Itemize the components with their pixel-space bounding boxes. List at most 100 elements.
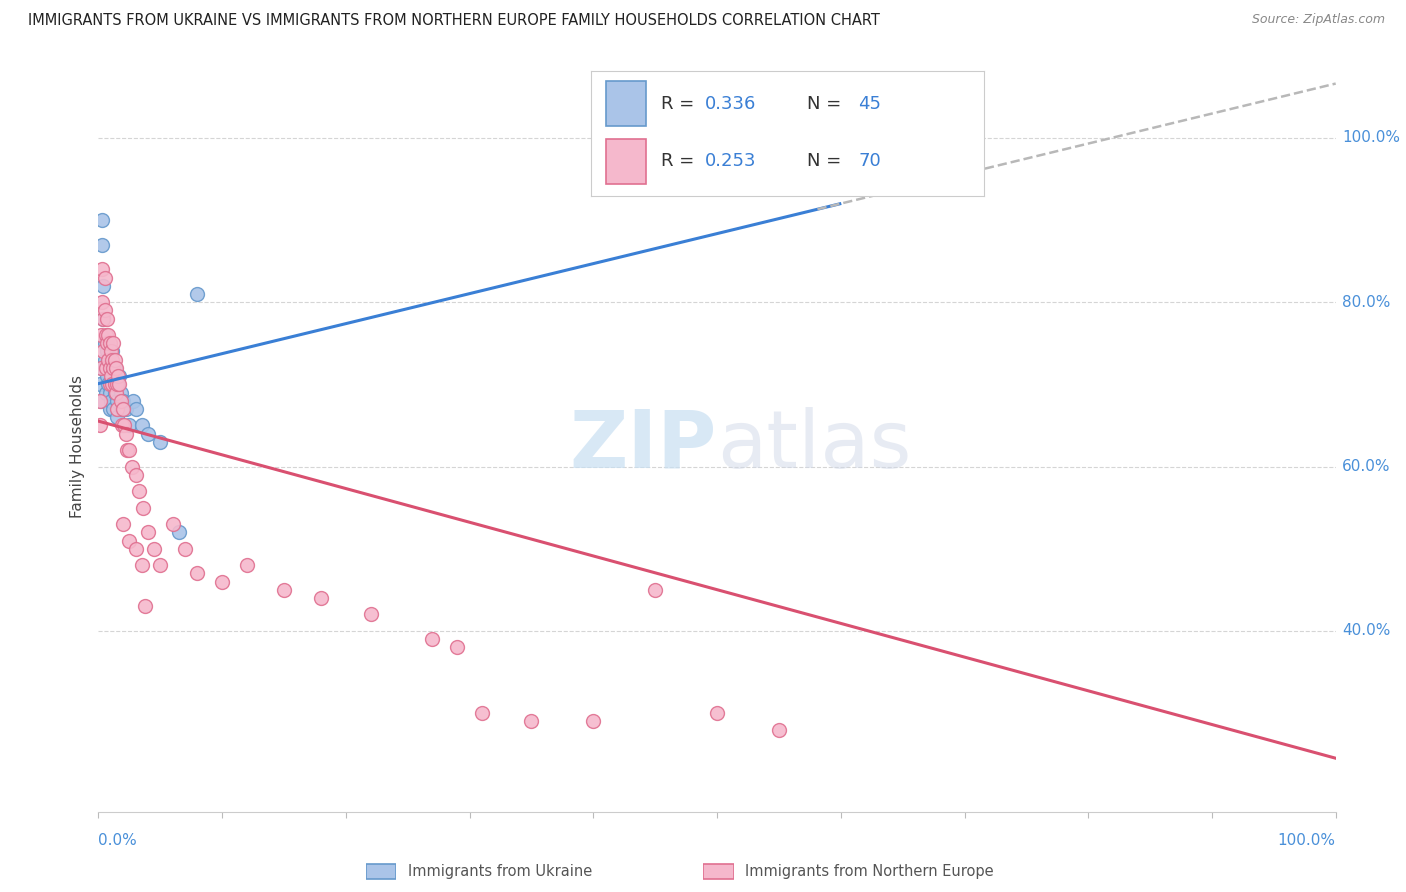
Text: R =: R =: [661, 95, 700, 112]
FancyBboxPatch shape: [703, 863, 734, 880]
Point: [108, 377, 131, 392]
Point: [105, 393, 128, 408]
Text: 0.253: 0.253: [704, 153, 756, 170]
Point: [104, 360, 127, 375]
Point: [136, 426, 159, 441]
Point: [520, 714, 543, 729]
Point: [97, 352, 120, 367]
Point: [112, 517, 135, 532]
Point: [124, 467, 146, 482]
FancyBboxPatch shape: [606, 81, 645, 127]
Point: [91, 213, 114, 227]
Point: [94, 328, 117, 343]
Point: [309, 591, 332, 605]
Point: [174, 541, 197, 556]
Text: atlas: atlas: [717, 407, 911, 485]
Point: [89, 418, 111, 433]
Point: [132, 500, 155, 515]
Point: [115, 443, 138, 458]
Text: N =: N =: [807, 153, 846, 170]
Point: [93, 303, 115, 318]
Point: [112, 418, 135, 433]
Point: [118, 418, 141, 433]
Point: [149, 558, 172, 573]
Point: [104, 377, 127, 392]
Point: [101, 377, 124, 392]
Point: [118, 533, 141, 548]
Point: [94, 360, 117, 375]
Point: [93, 336, 115, 351]
Point: [360, 607, 382, 622]
Text: 40.0%: 40.0%: [1341, 624, 1391, 639]
Point: [100, 377, 122, 392]
Point: [101, 352, 124, 367]
Point: [124, 402, 146, 417]
Point: [91, 295, 114, 310]
Point: [100, 344, 122, 359]
Point: [100, 360, 122, 375]
Text: 45: 45: [858, 95, 882, 112]
Point: [149, 434, 172, 449]
Text: ZIP: ZIP: [569, 407, 717, 485]
FancyBboxPatch shape: [606, 139, 645, 184]
Point: [103, 336, 125, 351]
Point: [98, 360, 121, 375]
Text: 80.0%: 80.0%: [1341, 294, 1391, 310]
Point: [103, 402, 125, 417]
Point: [98, 377, 121, 392]
Point: [121, 459, 143, 474]
Point: [94, 385, 117, 400]
Text: Source: ZipAtlas.com: Source: ZipAtlas.com: [1251, 13, 1385, 27]
Text: R =: R =: [661, 153, 700, 170]
Point: [446, 640, 468, 655]
Point: [112, 393, 135, 408]
Point: [107, 369, 129, 384]
Point: [804, 172, 827, 186]
Point: [89, 393, 111, 408]
Point: [103, 360, 125, 375]
Y-axis label: Family Households: Family Households: [70, 375, 86, 517]
Point: [101, 344, 124, 359]
Point: [93, 311, 115, 326]
Point: [143, 541, 166, 556]
Point: [105, 410, 128, 425]
Point: [768, 723, 790, 737]
Point: [162, 517, 184, 532]
Point: [830, 172, 852, 186]
Point: [110, 385, 132, 400]
Point: [706, 706, 728, 720]
Point: [211, 574, 233, 589]
Point: [89, 377, 111, 392]
Point: [93, 352, 115, 367]
Point: [96, 311, 118, 326]
Point: [93, 344, 115, 359]
Point: [114, 426, 136, 441]
Point: [93, 270, 115, 285]
Point: [90, 360, 112, 375]
FancyBboxPatch shape: [366, 863, 396, 880]
Point: [100, 393, 122, 408]
Text: 100.0%: 100.0%: [1341, 130, 1400, 145]
Point: [105, 377, 128, 392]
Point: [111, 402, 134, 417]
Point: [236, 558, 259, 573]
Point: [124, 541, 146, 556]
Point: [273, 582, 295, 597]
Point: [103, 377, 125, 392]
Point: [90, 393, 112, 408]
Point: [103, 360, 125, 375]
Point: [101, 369, 124, 384]
Point: [96, 344, 118, 359]
Text: Immigrants from Northern Europe: Immigrants from Northern Europe: [745, 864, 994, 879]
Point: [644, 582, 666, 597]
Point: [110, 393, 132, 408]
Point: [96, 369, 118, 384]
Point: [96, 336, 118, 351]
Text: Immigrants from Ukraine: Immigrants from Ukraine: [408, 864, 592, 879]
Point: [104, 385, 127, 400]
Point: [97, 377, 120, 392]
Point: [108, 369, 131, 384]
Point: [471, 706, 494, 720]
Point: [136, 525, 159, 540]
Point: [422, 632, 444, 647]
